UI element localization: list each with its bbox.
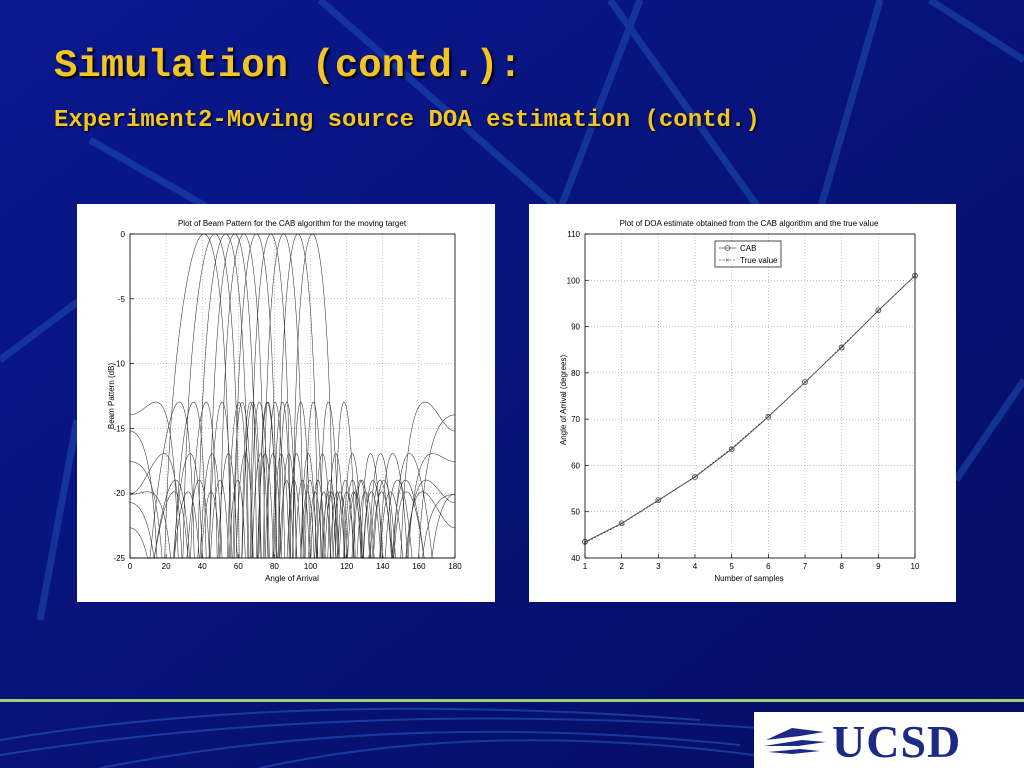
beam-ytick-label: -25 bbox=[113, 554, 125, 563]
doa-ytick-label: 90 bbox=[571, 323, 580, 332]
beam-pattern-series-1 bbox=[129, 233, 456, 559]
true-value-point: × bbox=[730, 446, 734, 453]
true-value-point: × bbox=[876, 308, 880, 315]
doa-xtick-label: 2 bbox=[619, 562, 624, 571]
beam-xtick-label: 60 bbox=[234, 562, 243, 571]
beam-ytick-label: -10 bbox=[113, 360, 125, 369]
doa-xtick-label: 3 bbox=[656, 562, 661, 571]
beam-xtick-label: 0 bbox=[128, 562, 133, 571]
cab-point bbox=[838, 344, 845, 351]
beam-ytick-label: -15 bbox=[113, 424, 125, 433]
beam-pattern-series-5 bbox=[129, 233, 456, 559]
beam-chart-xlabel: Angle of Arrival bbox=[265, 574, 319, 583]
legend-cab-label: CAB bbox=[740, 244, 756, 253]
beam-ytick-label: -20 bbox=[113, 489, 125, 498]
doa-ytick-label: 50 bbox=[571, 508, 580, 517]
beam-xtick-label: 80 bbox=[270, 562, 279, 571]
doa-xtick-label: 1 bbox=[583, 562, 588, 571]
beam-pattern-chart: Plot of Beam Pattern for the CAB algorit… bbox=[77, 204, 495, 602]
doa-ytick-label: 110 bbox=[567, 230, 580, 239]
doa-xtick-label: 10 bbox=[911, 562, 920, 571]
doa-xtick-label: 4 bbox=[693, 562, 698, 571]
doa-chart-xlabel: Number of samples bbox=[714, 574, 783, 583]
true-value-point: × bbox=[766, 414, 770, 421]
beam-xtick-label: 100 bbox=[304, 562, 318, 571]
true-value-point: × bbox=[840, 344, 844, 351]
slide-title: Simulation (contd.): bbox=[54, 44, 523, 88]
doa-estimate-chart: Plot of DOA estimate obtained from the C… bbox=[529, 204, 956, 602]
cab-point bbox=[618, 520, 625, 527]
ucsd-logo: UCSD bbox=[754, 712, 1024, 768]
true-value-point: × bbox=[803, 380, 807, 387]
beam-xtick-label: 160 bbox=[412, 562, 426, 571]
slide-subtitle: Experiment2-Moving source DOA estimation… bbox=[54, 107, 760, 134]
beam-ytick-label: -5 bbox=[118, 295, 126, 304]
doa-xtick-label: 6 bbox=[766, 562, 771, 571]
footer-divider bbox=[0, 699, 1024, 702]
beam-xtick-label: 40 bbox=[198, 562, 207, 571]
true-value-line bbox=[584, 275, 916, 544]
svg-text:×: × bbox=[725, 258, 729, 265]
cab-point bbox=[692, 474, 698, 480]
doa-chart-title: Plot of DOA estimate obtained from the C… bbox=[620, 219, 879, 228]
cab-point bbox=[802, 379, 808, 386]
cab-point bbox=[875, 307, 882, 314]
ucsd-logo-mark-icon bbox=[764, 728, 826, 754]
cab-point bbox=[765, 413, 772, 420]
cab-line bbox=[584, 275, 916, 543]
doa-ytick-label: 40 bbox=[571, 554, 580, 563]
beam-xtick-label: 120 bbox=[340, 562, 354, 571]
doa-ytick-label: 70 bbox=[571, 415, 580, 424]
doa-ytick-label: 100 bbox=[567, 276, 581, 285]
legend-true-value-label: True value bbox=[740, 256, 778, 265]
ucsd-logo-text: UCSD bbox=[832, 716, 962, 767]
doa-ytick-label: 80 bbox=[571, 369, 580, 378]
true-value-point: × bbox=[693, 474, 697, 481]
beam-pattern-series-2 bbox=[130, 233, 456, 559]
beam-xtick-label: 140 bbox=[376, 562, 390, 571]
beam-xtick-label: 180 bbox=[448, 562, 462, 571]
beam-chart-ylabel: Beam Pattern (dB) bbox=[107, 363, 116, 430]
doa-xtick-label: 5 bbox=[729, 562, 734, 571]
beam-ytick-label: 0 bbox=[121, 230, 126, 239]
true-value-point: × bbox=[656, 498, 660, 505]
doa-xtick-label: 8 bbox=[839, 562, 844, 571]
beam-chart-title: Plot of Beam Pattern for the CAB algorit… bbox=[178, 219, 407, 228]
beam-xtick-label: 20 bbox=[162, 562, 171, 571]
cab-point bbox=[655, 497, 662, 504]
doa-xtick-label: 7 bbox=[803, 562, 808, 571]
doa-ytick-label: 60 bbox=[571, 461, 580, 470]
doa-chart-ylabel: Angle of Arrival (degrees) bbox=[559, 355, 568, 446]
true-value-point: × bbox=[620, 521, 624, 528]
cab-point bbox=[728, 446, 735, 453]
doa-legend: CAB × True value bbox=[714, 240, 782, 268]
doa-xtick-label: 9 bbox=[876, 562, 881, 571]
